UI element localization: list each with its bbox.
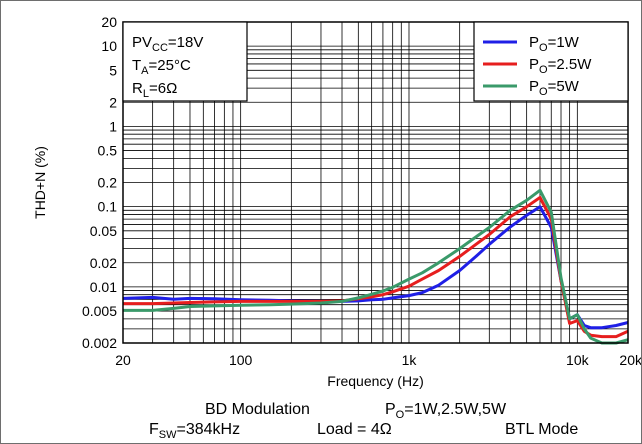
conditions-box: PVCC=18V TA=25°C RL=6Ω — [122, 21, 248, 102]
legend-po-2-5w-rest: =2.5W — [548, 56, 593, 73]
legend-po-1w-main: P — [529, 34, 539, 51]
condition-pvcc-sub: CC — [152, 42, 168, 54]
y-tick-label: 0.5 — [98, 143, 118, 159]
y-tick-label: 10 — [101, 38, 117, 54]
legend-item-po-5w: PO=5W — [483, 78, 580, 98]
legend-item-po-2-5w: PO=2.5W — [483, 56, 592, 76]
legend-po-1w-sub: O — [539, 42, 548, 54]
caption-output-power: PO=1W,2.5W,5W — [385, 401, 506, 421]
y-tick-label: 0.002 — [82, 335, 117, 351]
condition-rl-sub: L — [143, 88, 149, 100]
condition-pvcc-rest: =18V — [168, 34, 203, 51]
caption-fsw-sub: SW — [158, 429, 177, 442]
y-tick-label: 5 — [109, 62, 117, 78]
y-tick-label: 0.05 — [90, 223, 117, 239]
legend-frame — [473, 21, 629, 102]
x-tick-label: 20k — [619, 352, 641, 368]
condition-ta-rest: =25°C — [149, 57, 191, 74]
y-tick-label: 0.01 — [90, 279, 117, 295]
caption-switching-frequency: FSW=384kHz — [149, 421, 240, 441]
caption-modulation: BD Modulation — [205, 401, 310, 418]
y-tick-label: 0.2 — [98, 175, 118, 191]
condition-rl: RL=6Ω — [132, 80, 177, 100]
condition-ta-sub: A — [141, 65, 149, 77]
caption-output-power-sub: O — [395, 409, 405, 422]
series-layer — [122, 188, 629, 345]
legend: PO=1W PO=2.5W PO=5W — [473, 21, 629, 102]
condition-pvcc-main: PV — [132, 34, 152, 51]
x-axis-label: Frequency (Hz) — [327, 373, 423, 389]
plot-border — [122, 21, 629, 344]
condition-pvcc: PVCC=18V — [132, 34, 203, 54]
legend-po-2-5w-sub: O — [539, 64, 548, 76]
y-axis-label: THD+N (%) — [32, 146, 48, 219]
legend-label-po-2-5w: PO=2.5W — [529, 56, 592, 76]
y-tick-label: 20 — [101, 14, 117, 30]
series-line-po-2-5w — [123, 196, 629, 339]
x-tick-label: 100 — [229, 352, 253, 368]
condition-ta-main: T — [132, 57, 141, 74]
condition-rl-rest: =6Ω — [149, 80, 177, 97]
condition-ta: TA=25°C — [132, 57, 191, 77]
series-line-po-5w — [123, 188, 629, 345]
tick-labels: 20 100 1k 10k 20k 20 10 5 2 1 0.5 0.2 0.1 0.05 0.02 0.0… — [82, 14, 641, 368]
y-tick-label: 0.02 — [90, 255, 117, 271]
condition-rl-main: R — [132, 80, 143, 97]
caption-load: Load = 4Ω — [317, 421, 392, 438]
y-tick-label: 0.1 — [98, 199, 118, 215]
legend-po-5w-rest: =5W — [548, 78, 580, 95]
legend-label-po-5w: PO=5W — [529, 78, 580, 98]
caption-mode: BTL Mode — [505, 421, 579, 438]
legend-label-po-1w: PO=1W — [529, 34, 580, 54]
y-tick-label: 2 — [109, 94, 117, 110]
caption-fsw-main: F — [149, 421, 159, 438]
conditions-box-frame — [122, 21, 248, 102]
x-tick-label: 10k — [566, 352, 590, 368]
legend-po-5w-main: P — [529, 78, 539, 95]
legend-po-1w-rest: =1W — [548, 34, 580, 51]
y-tick-label: 1 — [109, 118, 117, 134]
y-tick-label: 0.005 — [82, 303, 117, 319]
caption-output-power-main: P — [385, 401, 396, 418]
legend-po-2-5w-main: P — [529, 56, 539, 73]
legend-item-po-1w: PO=1W — [483, 34, 580, 54]
caption-output-power-rest: =1W,2.5W,5W — [404, 401, 507, 418]
x-tick-label: 1k — [402, 352, 418, 368]
x-tick-label: 20 — [115, 352, 131, 368]
legend-po-5w-sub: O — [539, 86, 548, 98]
caption-fsw-rest: =384kHz — [176, 421, 241, 438]
